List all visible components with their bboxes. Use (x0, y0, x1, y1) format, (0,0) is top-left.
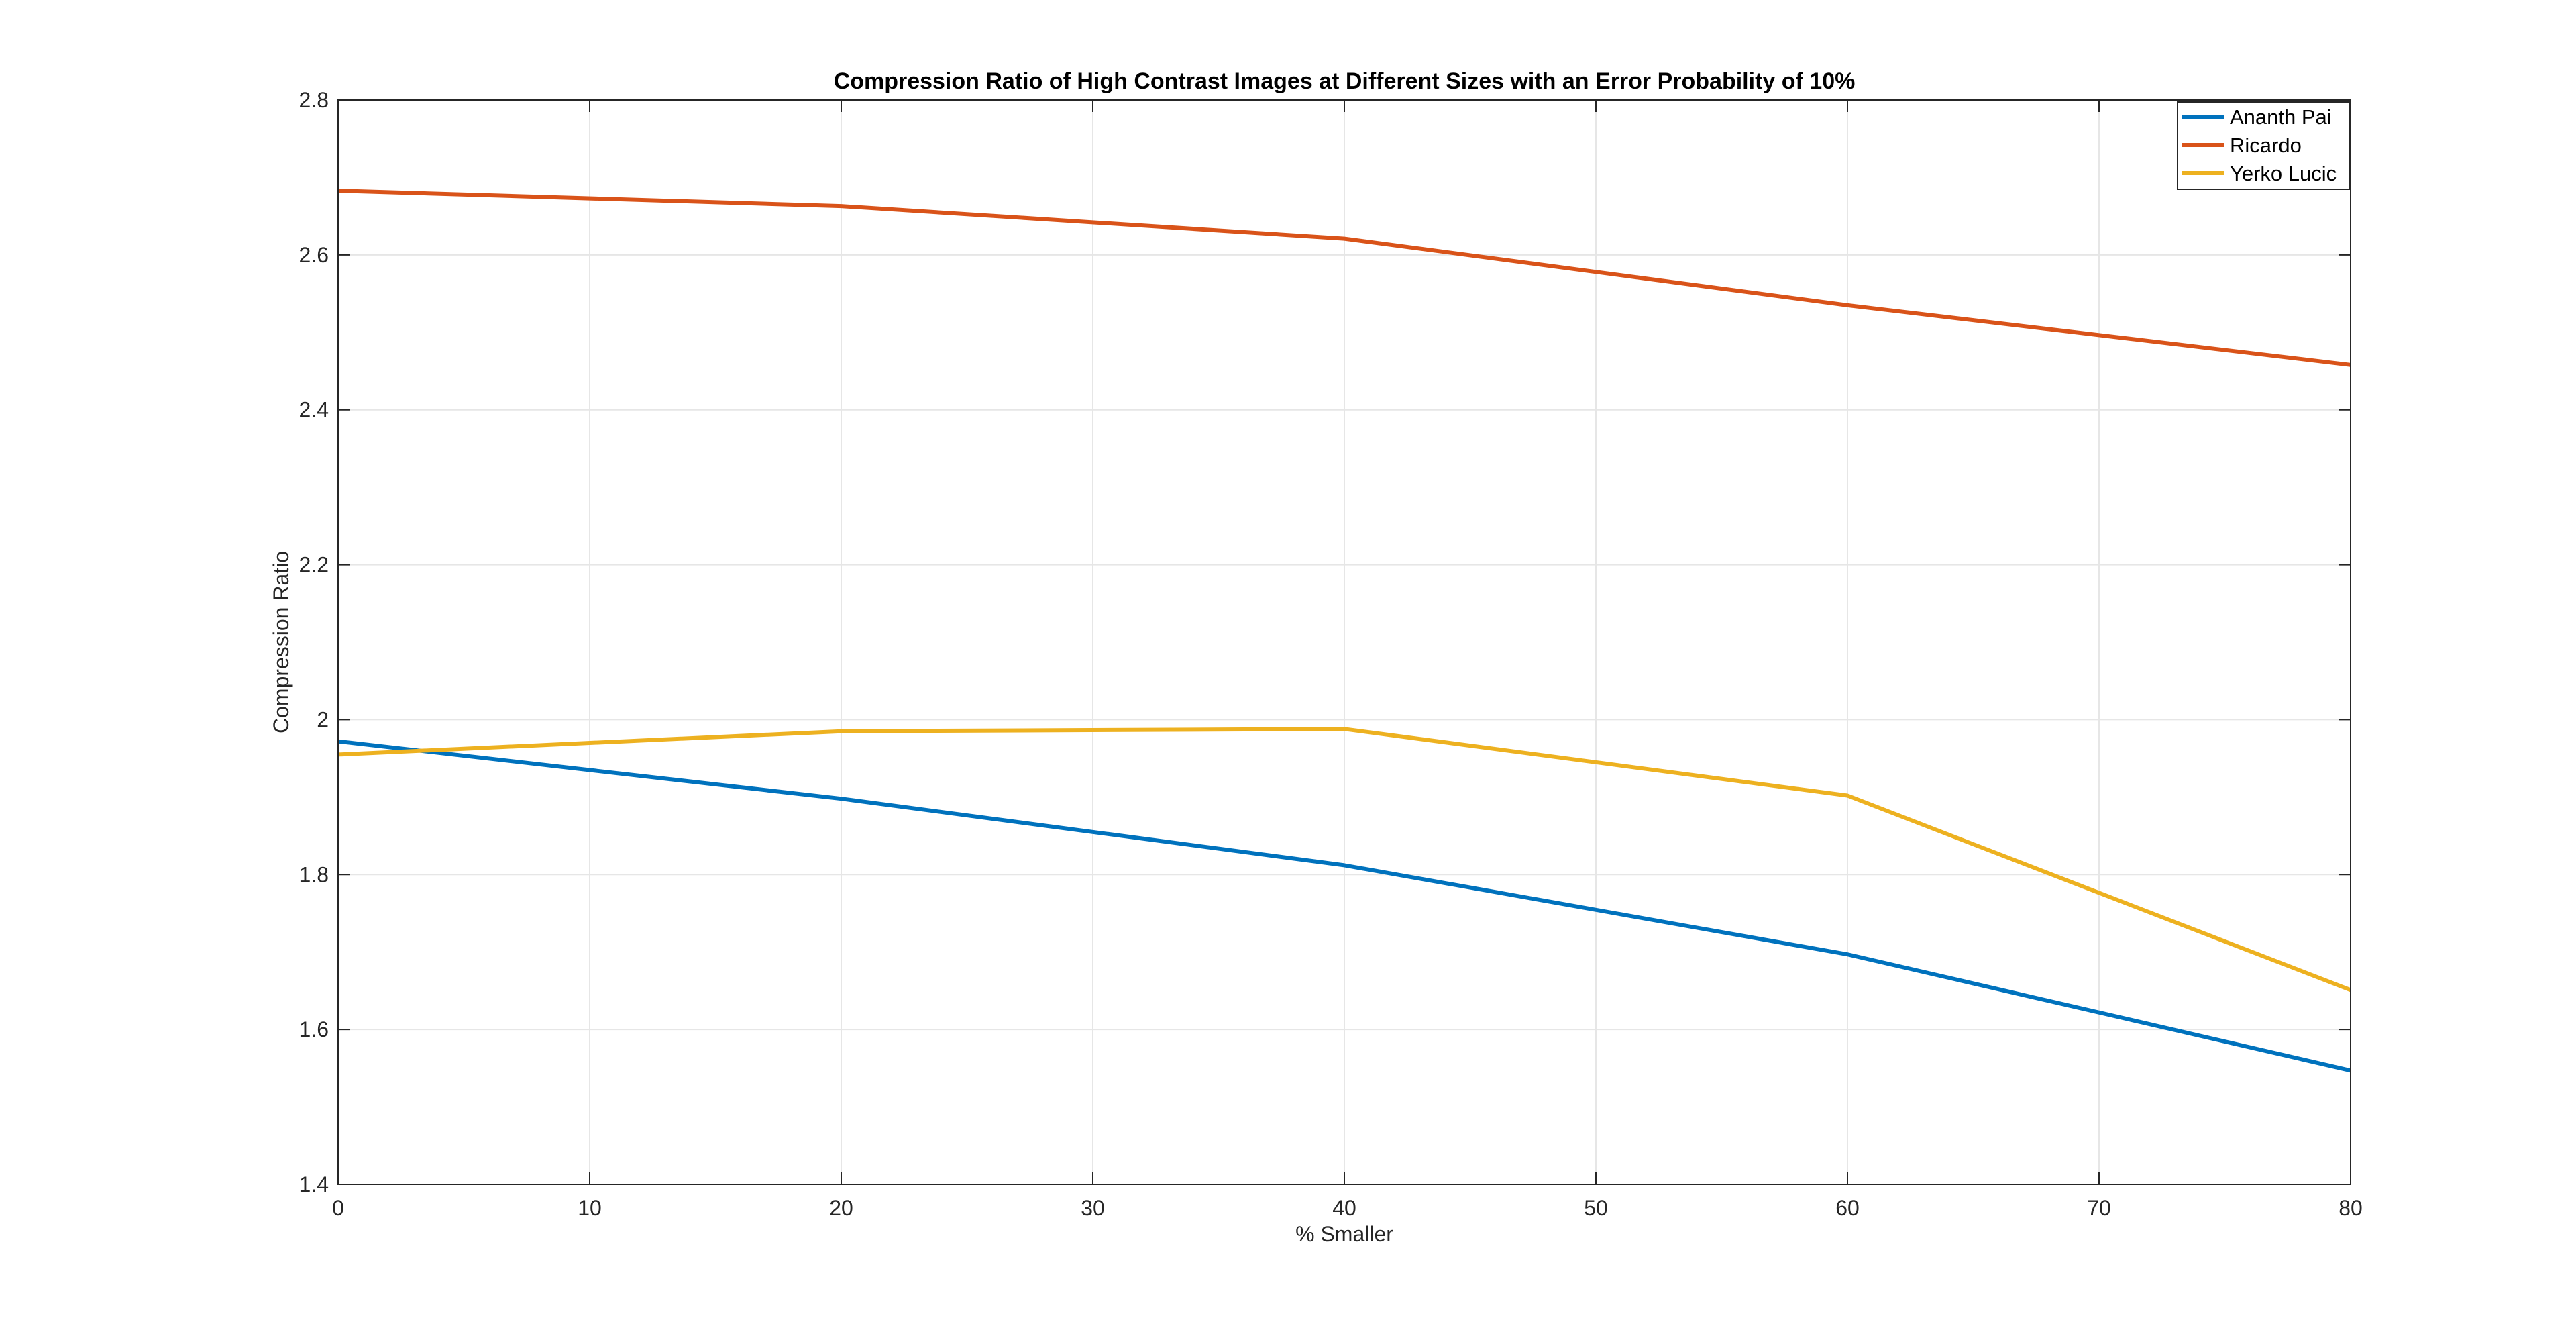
x-tick-label: 20 (829, 1196, 853, 1220)
x-tick-label: 60 (1835, 1196, 1860, 1220)
x-tick-label: 10 (578, 1196, 602, 1220)
series-line-ananth-pai (337, 739, 2351, 1073)
series-lines (337, 189, 2352, 1073)
x-tick-label: 50 (1584, 1196, 1608, 1220)
x-tick-label: 30 (1081, 1196, 1105, 1220)
y-tick-label: 2.8 (299, 88, 329, 112)
x-tick-label: 80 (2339, 1196, 2363, 1220)
x-axis-label: % Smaller (1295, 1222, 1393, 1246)
chart-title: Compression Ratio of High Contrast Image… (834, 68, 1856, 94)
legend-label-ananth-pai: Ananth Pai (2230, 105, 2332, 129)
y-tick-label: 1.8 (299, 862, 329, 886)
y-tick-labels: 1.4 1.6 1.8 2 2.2 2.4 2.6 2.8 (299, 88, 329, 1197)
y-tick-label: 1.4 (299, 1172, 329, 1197)
y-tick-label: 2.6 (299, 243, 329, 267)
axis-ticks (337, 99, 2351, 1185)
legend: Ananth Pai Ricardo Yerko Lucic (2177, 101, 2350, 190)
legend-label-ricardo: Ricardo (2230, 134, 2302, 157)
y-axis-label: Compression Ratio (269, 551, 293, 733)
y-tick-label: 2 (317, 707, 329, 731)
y-tick-label: 2.4 (299, 398, 329, 422)
x-tick-labels: 0 10 20 30 40 50 60 70 80 (332, 1196, 2363, 1220)
x-tick-label: 0 (332, 1196, 344, 1220)
legend-label-yerko-lucic: Yerko Lucic (2230, 162, 2337, 185)
x-tick-label: 40 (1332, 1196, 1356, 1220)
y-tick-label: 1.6 (299, 1017, 329, 1041)
y-tick-label: 2.2 (299, 553, 329, 577)
x-tick-label: 70 (2087, 1196, 2111, 1220)
grid-lines (338, 100, 2351, 1184)
series-line-yerko-lucic (337, 727, 2352, 993)
series-line-ricardo (337, 189, 2351, 367)
